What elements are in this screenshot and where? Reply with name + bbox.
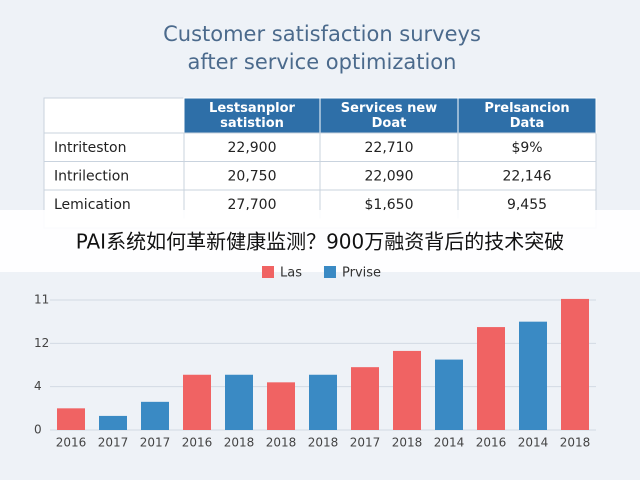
table-cell: 9,455 — [507, 197, 547, 213]
title: after service optimization — [188, 50, 457, 74]
bar — [309, 374, 337, 430]
x-tick-label: 2018 — [560, 436, 591, 450]
table-cell: Intrilection — [54, 169, 129, 185]
x-tick-label: 2014 — [518, 436, 549, 450]
bar — [225, 374, 253, 430]
table-cell: Intriteston — [54, 140, 126, 156]
header-line: Services new — [341, 101, 437, 116]
table-cell: 22,900 — [228, 140, 277, 156]
y-tick-label: 4 — [34, 379, 42, 393]
table-header-blank — [43, 97, 185, 134]
x-tick-label: 2016 — [182, 436, 213, 450]
table-header: Prelsancion Data — [484, 101, 569, 131]
x-tick-label: 2016 — [56, 436, 87, 450]
table-header-cell — [457, 97, 597, 134]
x-tick-label: 2017 — [140, 436, 171, 450]
table-cell: 22,090 — [365, 169, 414, 185]
bar — [435, 359, 463, 430]
bar — [393, 350, 421, 430]
legend-swatch — [323, 266, 336, 278]
table-cell: $9% — [511, 140, 542, 156]
table-header: Services new Doat — [341, 101, 437, 131]
legend-swatch — [262, 266, 274, 278]
table-cell: 27,700 — [228, 197, 277, 213]
header-line: Data — [510, 116, 545, 131]
bar — [351, 367, 379, 430]
y-tick-label: 0 — [34, 423, 42, 437]
caption-band — [0, 210, 640, 272]
x-tick-label: 2018 — [224, 436, 255, 450]
x-tick-label: 2017 — [98, 436, 129, 450]
x-tick-label: 2017 — [350, 436, 381, 450]
x-tick-label: 2014 — [434, 436, 465, 450]
bar — [267, 382, 295, 430]
x-tick-label: 2018 — [308, 436, 339, 450]
bar — [183, 374, 211, 430]
header-line: satistion — [220, 116, 284, 131]
x-tick-label: 2016 — [476, 436, 507, 450]
table-cell: 22,146 — [503, 169, 552, 185]
table-header-cell — [319, 97, 459, 134]
y-tick-label: 12 — [34, 336, 49, 350]
table-cell: 22,710 — [365, 140, 414, 156]
bar — [57, 408, 85, 430]
header-line: Lestsanplor — [209, 101, 296, 116]
overlay-caption: PAI系统如何革新健康监测？900万融资背后的技术突破 — [76, 230, 565, 254]
bar — [477, 327, 505, 430]
bar — [561, 298, 589, 430]
x-tick-label: 2018 — [392, 436, 423, 450]
header-line: Prelsancion — [484, 101, 569, 116]
legend-label: Prvise — [342, 266, 381, 281]
table-cell: $1,650 — [365, 197, 414, 213]
bar — [141, 401, 169, 430]
bar — [519, 321, 547, 430]
header-line: Doat — [372, 116, 407, 131]
table-cell: 20,750 — [228, 169, 277, 185]
table-header-cell — [183, 97, 321, 134]
y-tick-label: 11 — [34, 293, 49, 307]
bar — [99, 415, 127, 430]
table-cell: Lemication — [54, 197, 131, 213]
title: Customer satisfaction surveys — [163, 22, 481, 46]
x-tick-label: 2018 — [266, 436, 297, 450]
legend-label: Las — [280, 266, 302, 281]
table-header: Lestsanplor satistion — [209, 101, 296, 131]
